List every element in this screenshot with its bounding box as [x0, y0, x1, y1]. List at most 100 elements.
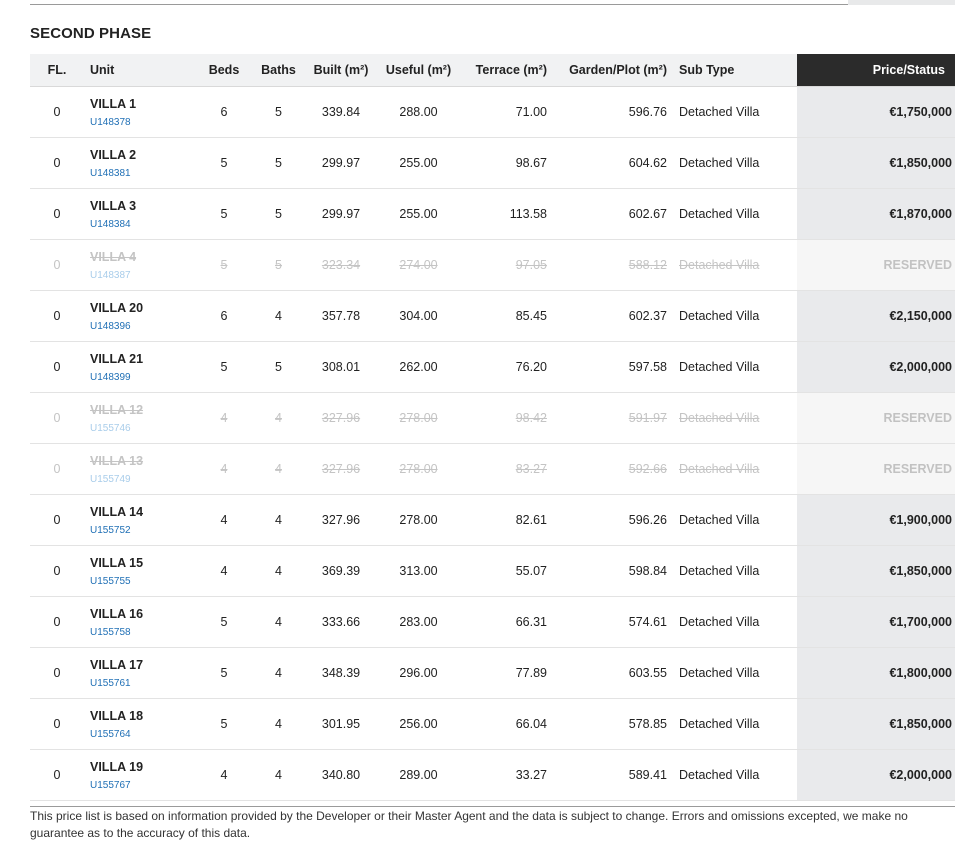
unit-ref-link[interactable]: U155752	[90, 524, 131, 536]
cell-price-status: €1,800,000	[797, 647, 955, 699]
cell-garden: 604.62	[553, 137, 673, 189]
cell-subtype: Detached Villa	[673, 647, 797, 699]
cell-subtype: Detached Villa	[673, 341, 797, 393]
unit-ref-link[interactable]: U148387	[90, 269, 131, 281]
cell-beds: 5	[197, 698, 251, 750]
unit-name: VILLA 3	[90, 198, 137, 213]
table-row[interactable]: 0 VILLA 4 U148387 5 5 323.34 274.00 97.05 588.12…	[30, 239, 955, 291]
cell-terrace: 66.04	[461, 698, 553, 750]
table-row[interactable]: 0 VILLA 18 U155764 5 4 301.95 256.00 66.04 578.8…	[30, 698, 955, 750]
cell-price-status: RESERVED	[797, 443, 955, 495]
cell-useful: 283.00	[376, 596, 461, 648]
cell-garden: 574.61	[553, 596, 673, 648]
cell-useful: 278.00	[376, 494, 461, 546]
cell-price-status: RESERVED	[797, 392, 955, 444]
table-row[interactable]: 0 VILLA 13 U155749 4 4 327.96 278.00 83.27 592.6…	[30, 443, 955, 495]
header-beds[interactable]: Beds	[197, 54, 251, 87]
cell-terrace: 82.61	[461, 494, 553, 546]
unit-name: VILLA 1	[90, 96, 137, 111]
cell-baths: 5	[251, 137, 306, 189]
header-subtype[interactable]: Sub Type	[673, 54, 797, 87]
cell-baths: 4	[251, 596, 306, 648]
cell-built: 327.96	[306, 392, 376, 444]
header-built[interactable]: Built (m²)	[306, 54, 376, 87]
unit-ref-link[interactable]: U148399	[90, 371, 131, 383]
cell-subtype: Detached Villa	[673, 494, 797, 546]
cell-terrace: 98.67	[461, 137, 553, 189]
table-row[interactable]: 0 VILLA 15 U155755 4 4 369.39 313.00 55.07 598.8…	[30, 545, 955, 597]
unit-ref-link[interactable]: U155761	[90, 677, 131, 689]
unit-ref-link[interactable]: U155749	[90, 473, 131, 485]
table-row[interactable]: 0 VILLA 21 U148399 5 5 308.01 262.00 76.20 597.5…	[30, 341, 955, 393]
units-table: FL. Unit Beds Baths Built (m²) Useful (m…	[30, 54, 955, 801]
unit-ref-link[interactable]: U148396	[90, 320, 131, 332]
cell-unit: VILLA 3 U148384	[84, 188, 197, 240]
cell-built: 357.78	[306, 290, 376, 342]
cell-subtype: Detached Villa	[673, 443, 797, 495]
cell-built: 348.39	[306, 647, 376, 699]
cell-unit: VILLA 18 U155764	[84, 698, 197, 750]
unit-name: VILLA 14	[90, 504, 144, 519]
unit-ref-link[interactable]: U148384	[90, 218, 131, 230]
cell-floor: 0	[30, 647, 84, 699]
table-row[interactable]: 0 VILLA 12 U155746 4 4 327.96 278.00 98.42 591.9…	[30, 392, 955, 444]
unit-ref-link[interactable]: U148381	[90, 167, 131, 179]
unit-name: VILLA 13	[90, 453, 144, 468]
cell-terrace: 76.20	[461, 341, 553, 393]
cell-terrace: 113.58	[461, 188, 553, 240]
cell-price-status: €2,000,000	[797, 749, 955, 801]
disclaimer-text: This price list is based on information …	[30, 806, 955, 842]
cell-floor: 0	[30, 596, 84, 648]
unit-ref-link[interactable]: U155746	[90, 422, 131, 434]
cell-built: 327.96	[306, 443, 376, 495]
cell-baths: 4	[251, 545, 306, 597]
cell-unit: VILLA 20 U148396	[84, 290, 197, 342]
table-row[interactable]: 0 VILLA 16 U155758 5 4 333.66 283.00 66.31 574.6…	[30, 596, 955, 648]
cell-subtype: Detached Villa	[673, 188, 797, 240]
header-terrace[interactable]: Terrace (m²)	[461, 54, 553, 87]
cell-subtype: Detached Villa	[673, 749, 797, 801]
cell-floor: 0	[30, 545, 84, 597]
cell-garden: 591.97	[553, 392, 673, 444]
cell-useful: 278.00	[376, 443, 461, 495]
cell-subtype: Detached Villa	[673, 290, 797, 342]
unit-ref-link[interactable]: U155767	[90, 779, 131, 791]
cell-unit: VILLA 2 U148381	[84, 137, 197, 189]
unit-ref-link[interactable]: U148378	[90, 116, 131, 128]
cell-terrace: 77.89	[461, 647, 553, 699]
table-row[interactable]: 0 VILLA 19 U155767 4 4 340.80 289.00 33.27 589.4…	[30, 749, 955, 801]
top-divider	[30, 4, 848, 5]
table-row[interactable]: 0 VILLA 17 U155761 5 4 348.39 296.00 77.89 603.5…	[30, 647, 955, 699]
cell-terrace: 98.42	[461, 392, 553, 444]
unit-name: VILLA 16	[90, 606, 144, 621]
cell-unit: VILLA 21 U148399	[84, 341, 197, 393]
unit-ref-link[interactable]: U155764	[90, 728, 131, 740]
header-baths[interactable]: Baths	[251, 54, 306, 87]
header-garden[interactable]: Garden/Plot (m²)	[553, 54, 673, 87]
table-row[interactable]: 0 VILLA 3 U148384 5 5 299.97 255.00 113.58 602.6…	[30, 188, 955, 240]
unit-ref-link[interactable]: U155758	[90, 626, 131, 638]
cell-subtype: Detached Villa	[673, 545, 797, 597]
table-row[interactable]: 0 VILLA 14 U155752 4 4 327.96 278.00 82.61 596.2…	[30, 494, 955, 546]
cell-terrace: 71.00	[461, 86, 553, 138]
cell-useful: 296.00	[376, 647, 461, 699]
header-fl[interactable]: FL.	[30, 54, 84, 87]
cell-floor: 0	[30, 341, 84, 393]
cell-floor: 0	[30, 392, 84, 444]
cell-beds: 5	[197, 596, 251, 648]
cell-subtype: Detached Villa	[673, 137, 797, 189]
cell-useful: 304.00	[376, 290, 461, 342]
unit-name: VILLA 12	[90, 402, 144, 417]
table-row[interactable]: 0 VILLA 2 U148381 5 5 299.97 255.00 98.67 604.62…	[30, 137, 955, 189]
header-useful[interactable]: Useful (m²)	[376, 54, 461, 87]
cell-floor: 0	[30, 494, 84, 546]
header-unit[interactable]: Unit	[84, 54, 197, 87]
table-row[interactable]: 0 VILLA 1 U148378 6 5 339.84 288.00 71.00 596.76…	[30, 86, 955, 138]
header-price-status[interactable]: Price/Status	[797, 54, 955, 87]
cell-floor: 0	[30, 86, 84, 138]
cell-garden: 592.66	[553, 443, 673, 495]
unit-ref-link[interactable]: U155755	[90, 575, 131, 587]
table-row[interactable]: 0 VILLA 20 U148396 6 4 357.78 304.00 85.45 602.3…	[30, 290, 955, 342]
cell-beds: 4	[197, 392, 251, 444]
cell-baths: 5	[251, 86, 306, 138]
